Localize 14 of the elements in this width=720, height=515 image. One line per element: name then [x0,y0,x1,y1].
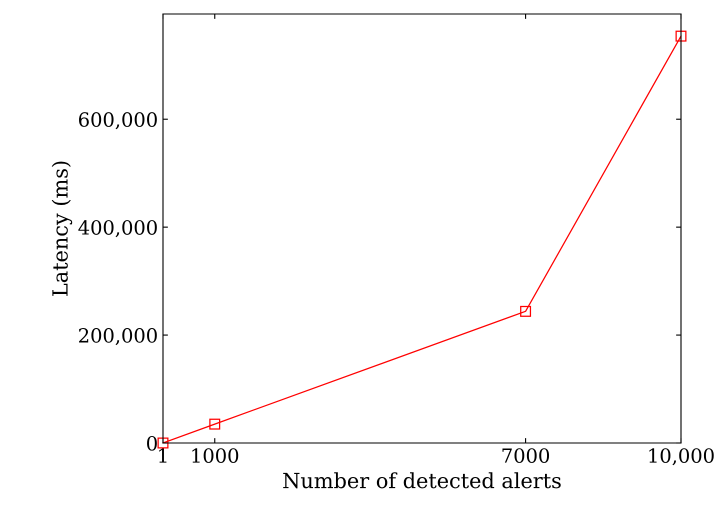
point [520,306,532,317]
y-tick-label: 200,000 [79,328,157,346]
y-tick-label: 600,000 [79,112,157,130]
point [158,438,168,448]
y-tick-label: 400,000 [78,220,157,238]
point [676,30,686,42]
y-tick-label: 0 [147,436,157,451]
x-tick-label: 1 [159,448,166,463]
x-axis-title: Number of detected alerts [283,472,561,488]
x-tick-label: 1000 [192,448,238,463]
x-tick-label: 7000 [502,448,550,463]
point [209,418,220,430]
y-axis-title: Latency (ms) [52,162,72,296]
x-tick-label: 10,000 [649,448,714,466]
